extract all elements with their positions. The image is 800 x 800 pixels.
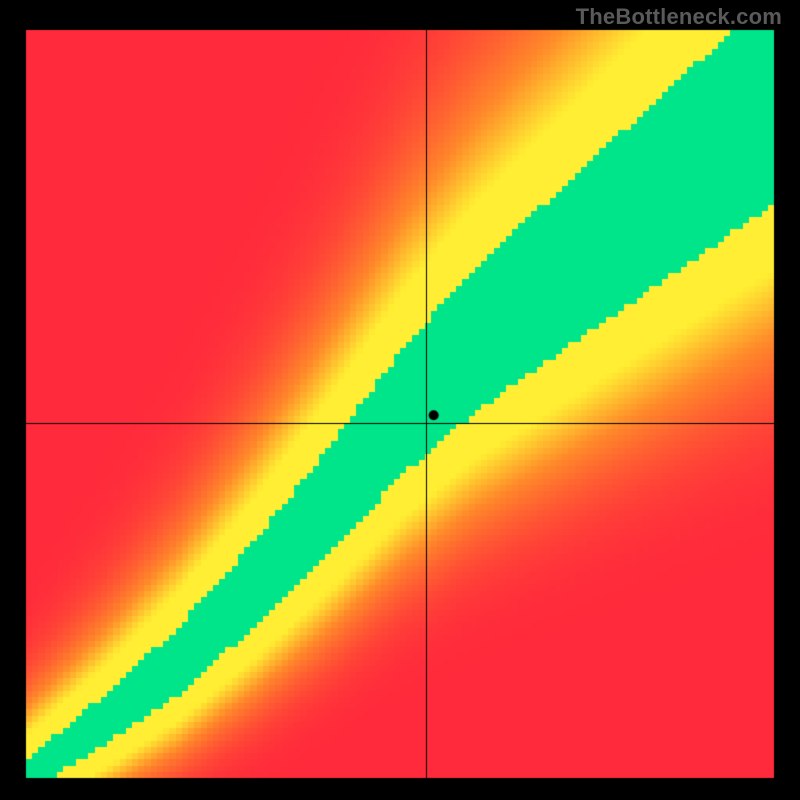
chart-container: TheBottleneck.com (0, 0, 800, 800)
bottleneck-heatmap (0, 0, 800, 800)
watermark-text: TheBottleneck.com (576, 4, 782, 30)
